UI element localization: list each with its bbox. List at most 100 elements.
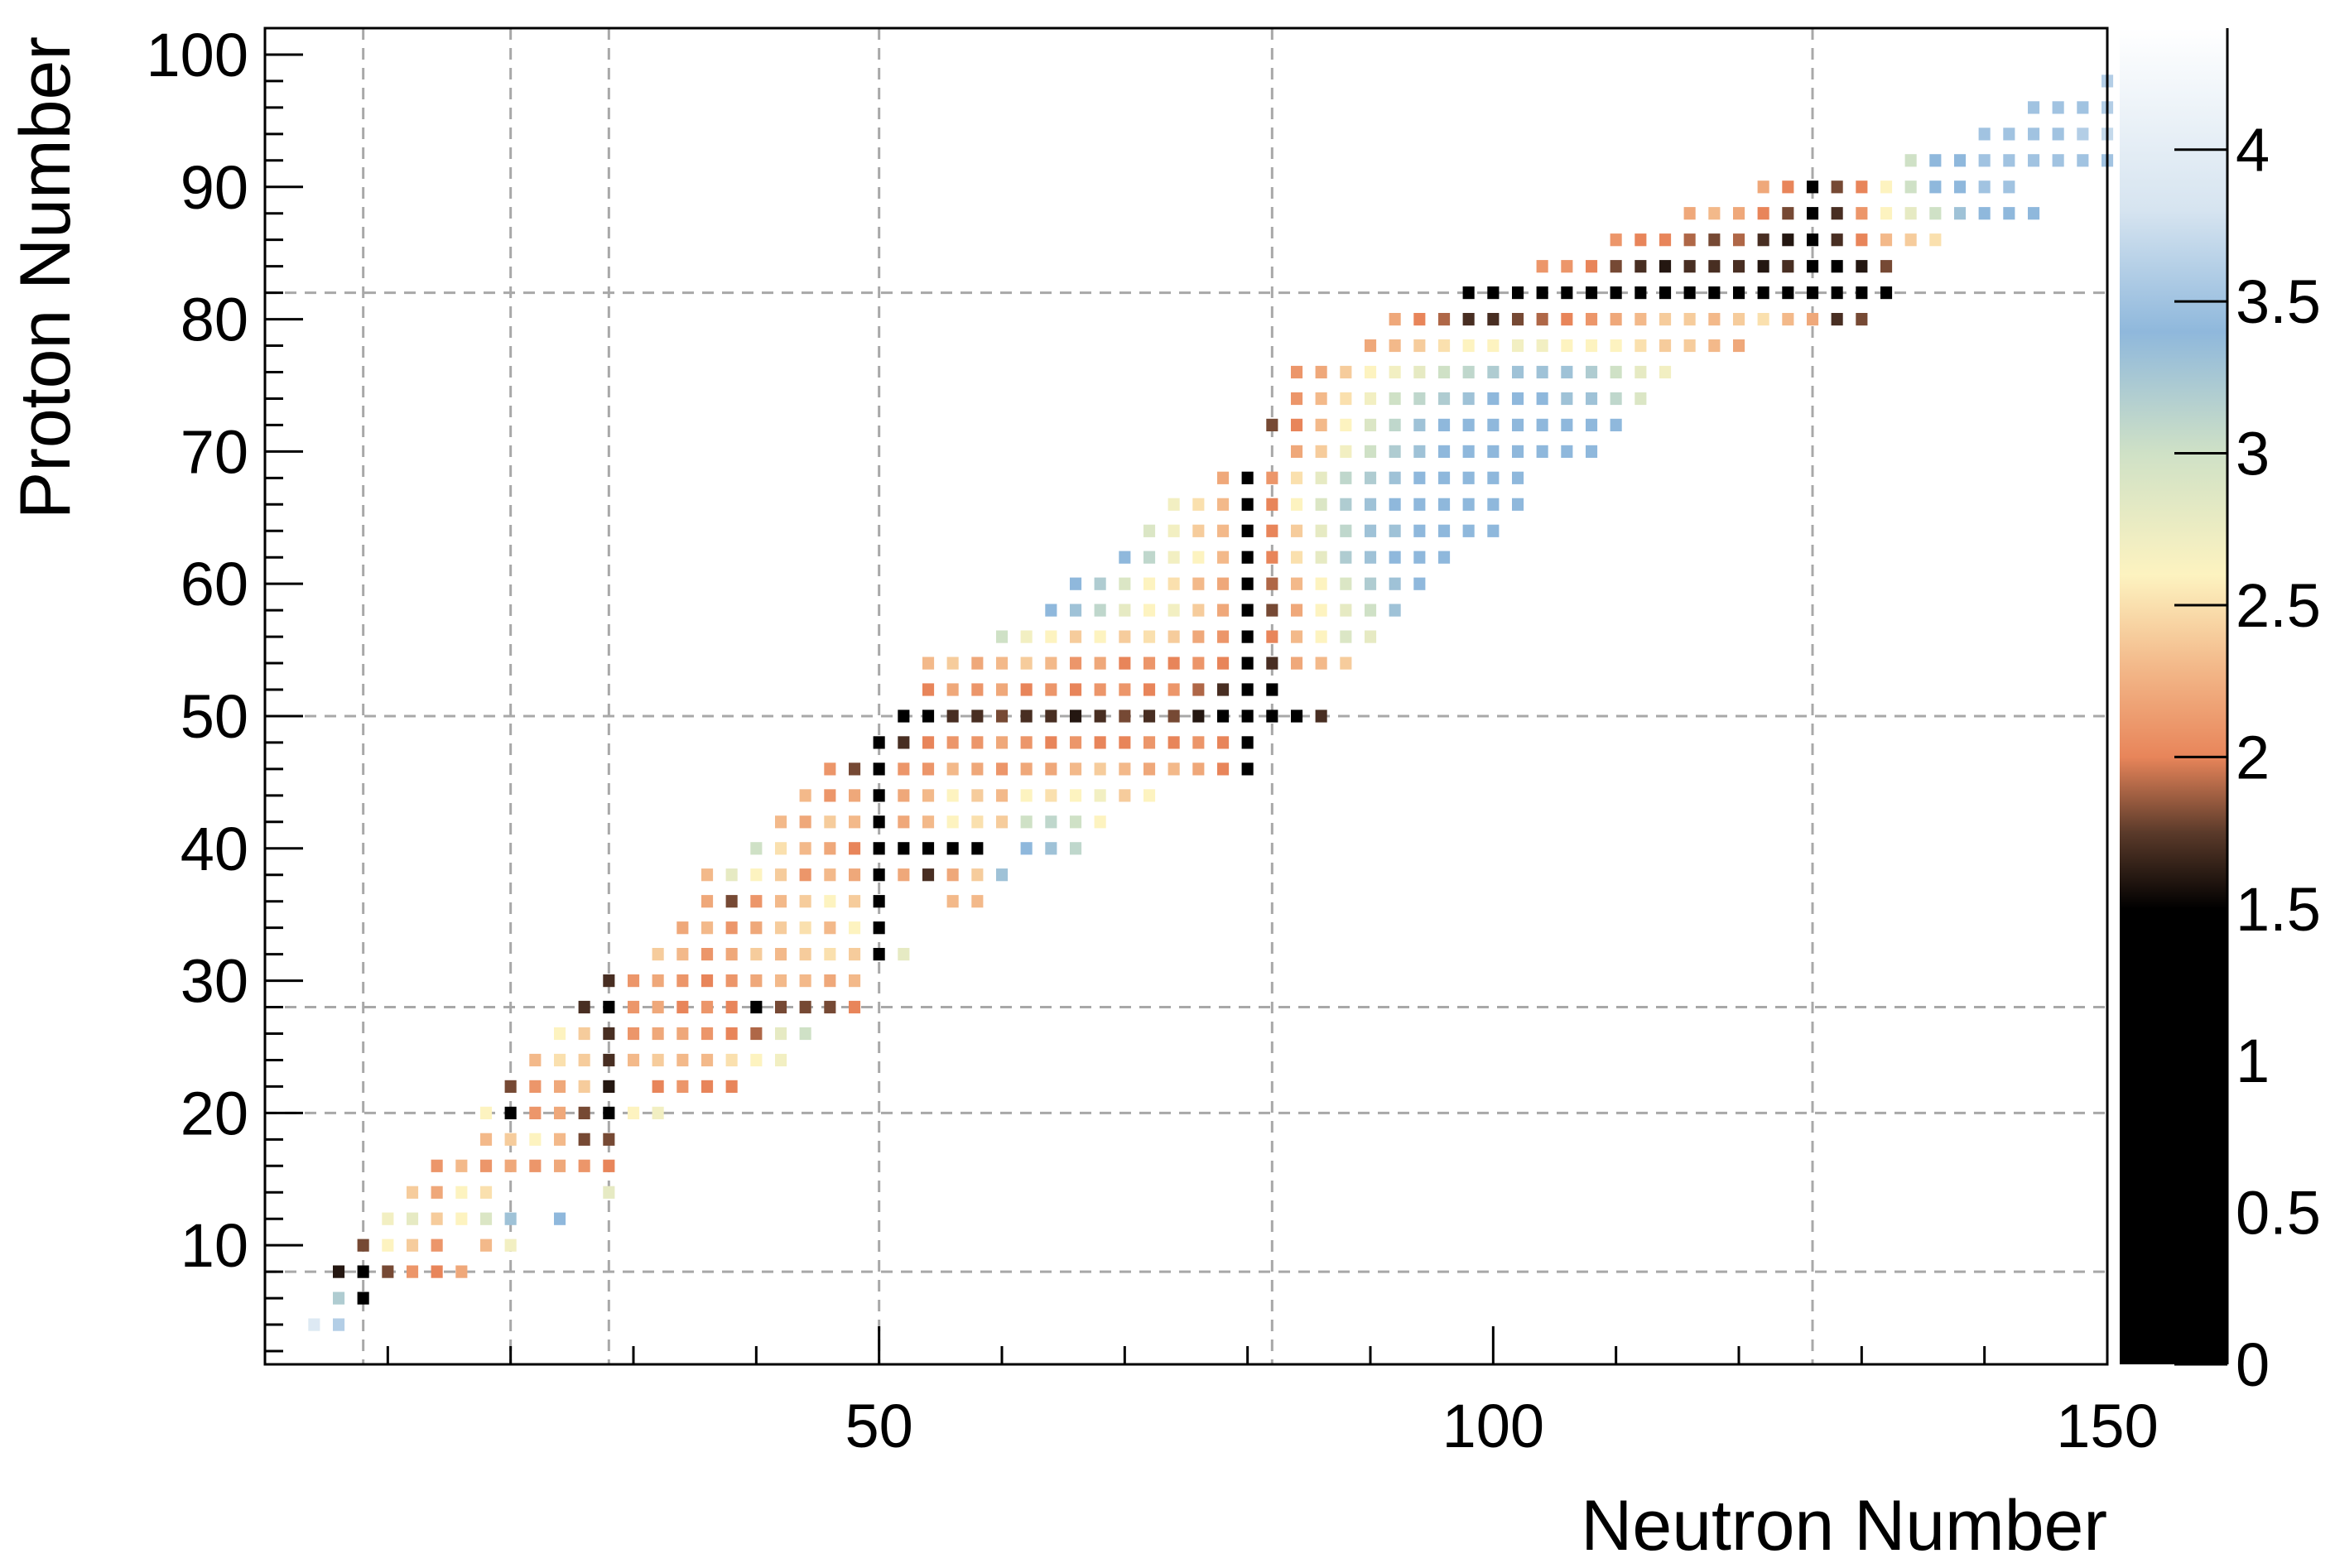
heatmap-cell	[1683, 260, 1696, 273]
heatmap-cell	[725, 948, 738, 961]
heatmap-cell	[1266, 551, 1278, 564]
heatmap-cell	[1757, 180, 1769, 194]
heatmap-cell	[529, 1159, 542, 1172]
heatmap-cell	[1831, 260, 1843, 273]
heatmap-cell	[1365, 524, 1377, 537]
heatmap-cell	[725, 1053, 738, 1067]
heatmap-cell	[382, 1239, 394, 1252]
heatmap-cell	[824, 948, 836, 961]
heatmap-cell	[996, 630, 1009, 643]
heatmap-cell	[1512, 339, 1524, 353]
heatmap-cell	[799, 921, 811, 935]
heatmap-cell	[480, 1106, 493, 1119]
heatmap-cell	[1978, 207, 1991, 220]
heatmap-cells	[308, 75, 2114, 1331]
heatmap-cell	[1070, 815, 1082, 829]
heatmap-cell	[1586, 339, 1598, 353]
heatmap-cell	[1487, 418, 1500, 431]
heatmap-cell	[1168, 498, 1180, 511]
heatmap-cell	[1143, 709, 1156, 723]
heatmap-cell	[1413, 365, 1426, 379]
heatmap-cell	[1413, 498, 1426, 511]
heatmap-cell	[1807, 180, 1819, 194]
heatmap-cell	[1389, 445, 1401, 458]
heatmap-cell	[1462, 498, 1475, 511]
heatmap-cell	[333, 1318, 345, 1331]
heatmap-cell	[1070, 762, 1082, 776]
heatmap-cell	[2052, 101, 2064, 114]
heatmap-cell	[701, 895, 714, 908]
heatmap-cell	[1413, 471, 1426, 484]
heatmap-cell	[1462, 286, 1475, 300]
heatmap-cell	[652, 1106, 664, 1119]
heatmap-cell	[1094, 736, 1106, 749]
heatmap-cell	[1586, 286, 1598, 300]
heatmap-cell	[1512, 365, 1524, 379]
heatmap-cell	[529, 1106, 542, 1119]
heatmap-cell	[1217, 657, 1230, 670]
heatmap-cell	[1438, 418, 1451, 431]
heatmap-cell	[1094, 789, 1106, 802]
heatmap-cell	[799, 789, 811, 802]
heatmap-cell	[971, 683, 984, 696]
heatmap-cell	[1807, 313, 1819, 326]
heatmap-cell	[1119, 604, 1131, 617]
heatmap-cell	[1561, 286, 1573, 300]
heatmap-cell	[775, 1027, 787, 1041]
heatmap-cell	[873, 736, 885, 749]
heatmap-cell	[1831, 286, 1843, 300]
heatmap-cell	[1241, 762, 1254, 776]
heatmap-cell	[1610, 260, 1622, 273]
heatmap-cell	[922, 815, 935, 829]
heatmap-cell	[946, 868, 959, 882]
heatmap-cell	[1291, 630, 1303, 643]
heatmap-cell	[1487, 471, 1500, 484]
heatmap-cell	[1020, 630, 1033, 643]
heatmap-cell	[824, 895, 836, 908]
heatmap-cell	[1438, 524, 1451, 537]
heatmap-cell	[1389, 339, 1401, 353]
heatmap-cell	[455, 1159, 468, 1172]
heatmap-cell	[1536, 365, 1548, 379]
heatmap-cell	[1807, 207, 1819, 220]
heatmap-cell	[2003, 154, 2015, 167]
heatmap-cell	[1315, 471, 1327, 484]
heatmap-cell	[996, 815, 1009, 829]
heatmap-cell	[701, 1000, 714, 1014]
heatmap-cell	[1365, 551, 1377, 564]
heatmap-cell	[1856, 313, 1868, 326]
heatmap-cell	[1045, 736, 1057, 749]
heatmap-cell	[799, 868, 811, 882]
heatmap-cell	[1586, 445, 1598, 458]
heatmap-cell	[849, 895, 861, 908]
heatmap-cell	[1266, 577, 1278, 590]
heatmap-cell	[1413, 577, 1426, 590]
heatmap-cell	[1340, 551, 1352, 564]
heatmap-cell	[1119, 789, 1131, 802]
heatmap-cell	[407, 1212, 419, 1225]
heatmap-cell	[922, 683, 935, 696]
heatmap-cell	[799, 842, 811, 855]
heatmap-cell	[1659, 339, 1672, 353]
heatmap-cell	[1733, 313, 1745, 326]
heatmap-cell	[971, 789, 984, 802]
heatmap-cell	[701, 921, 714, 935]
heatmap-cell	[1241, 524, 1254, 537]
heatmap-cell	[1070, 709, 1082, 723]
heatmap-cell	[1168, 683, 1180, 696]
heatmap-cell	[1094, 683, 1106, 696]
heatmap-cell	[1020, 815, 1033, 829]
heatmap-cell	[1831, 313, 1843, 326]
heatmap-cell	[431, 1159, 443, 1172]
heatmap-cell	[1070, 577, 1082, 590]
heatmap-cell	[1315, 392, 1327, 406]
heatmap-cell	[1462, 471, 1475, 484]
heatmap-cell	[603, 1133, 615, 1146]
heatmap-cell	[1020, 683, 1033, 696]
heatmap-cell	[873, 789, 885, 802]
heatmap-cell	[1438, 313, 1451, 326]
heatmap-cell	[1192, 709, 1205, 723]
heatmap-cell	[824, 1000, 836, 1014]
heatmap-cell	[1438, 551, 1451, 564]
heatmap-cell	[407, 1239, 419, 1252]
